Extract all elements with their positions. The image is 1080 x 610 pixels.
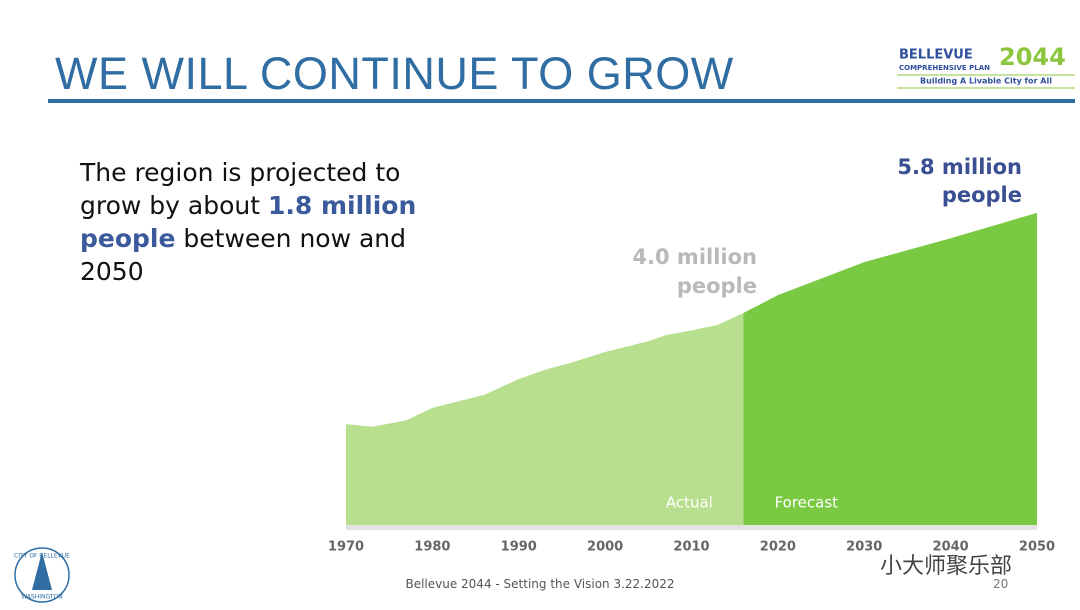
x-tick-label: 1990 — [501, 540, 537, 555]
x-tick-label: 2030 — [846, 540, 882, 555]
series-label: Forecast — [775, 494, 839, 512]
x-tick-label: 2010 — [673, 540, 709, 555]
series-label: Actual — [666, 494, 713, 512]
x-tick-label: 1980 — [414, 540, 450, 555]
annotation: 5.8 million — [897, 155, 1022, 179]
seal-text: WASHINGTON — [21, 594, 63, 601]
x-tick-label: 2020 — [760, 540, 796, 555]
watermark: 小大师聚乐部 — [880, 554, 1013, 579]
area — [743, 212, 1037, 528]
logo-plan: COMPREHENSIVE PLAN — [899, 64, 990, 72]
seal-text: CITY OF BELLEVUE — [14, 553, 70, 560]
seal-tower — [32, 552, 52, 590]
body-highlight: 1.8 million people — [80, 191, 417, 253]
annotation: 4.0 million — [632, 245, 757, 269]
slide-title: WE WILL CONTINUE TO GROW — [55, 48, 734, 99]
page-number: 20 — [993, 577, 1009, 591]
logo-tagline: Building A Livable City for All — [920, 77, 1052, 86]
area — [346, 313, 744, 527]
body-text: between now and 2050 — [80, 224, 407, 286]
x-tick-label: 2040 — [933, 540, 969, 555]
logo-year: 2044 — [999, 44, 1066, 71]
annotation: people — [677, 274, 757, 298]
annotation: people — [942, 183, 1022, 207]
title-rule — [48, 99, 1075, 103]
seal: CITY OF BELLEVUE WASHINGTON — [14, 547, 70, 603]
x-tick-label: 2000 — [587, 540, 623, 555]
x-tick-label: 2050 — [1019, 540, 1055, 555]
x-tick-label: 1970 — [328, 540, 364, 555]
body-text: The region is projected to grow by about… — [80, 156, 440, 288]
logo-name: BELLEVUE — [899, 48, 973, 63]
logo: BELLEVUE 2044 COMPREHENSIVE PLAN Buildin… — [897, 44, 1075, 89]
footer: Bellevue 2044 - Setting the Vision 3.22.… — [405, 577, 675, 591]
seal-ring — [14, 547, 70, 603]
baseline — [346, 525, 1037, 530]
body-text: The region is projected to grow by about — [80, 158, 401, 220]
